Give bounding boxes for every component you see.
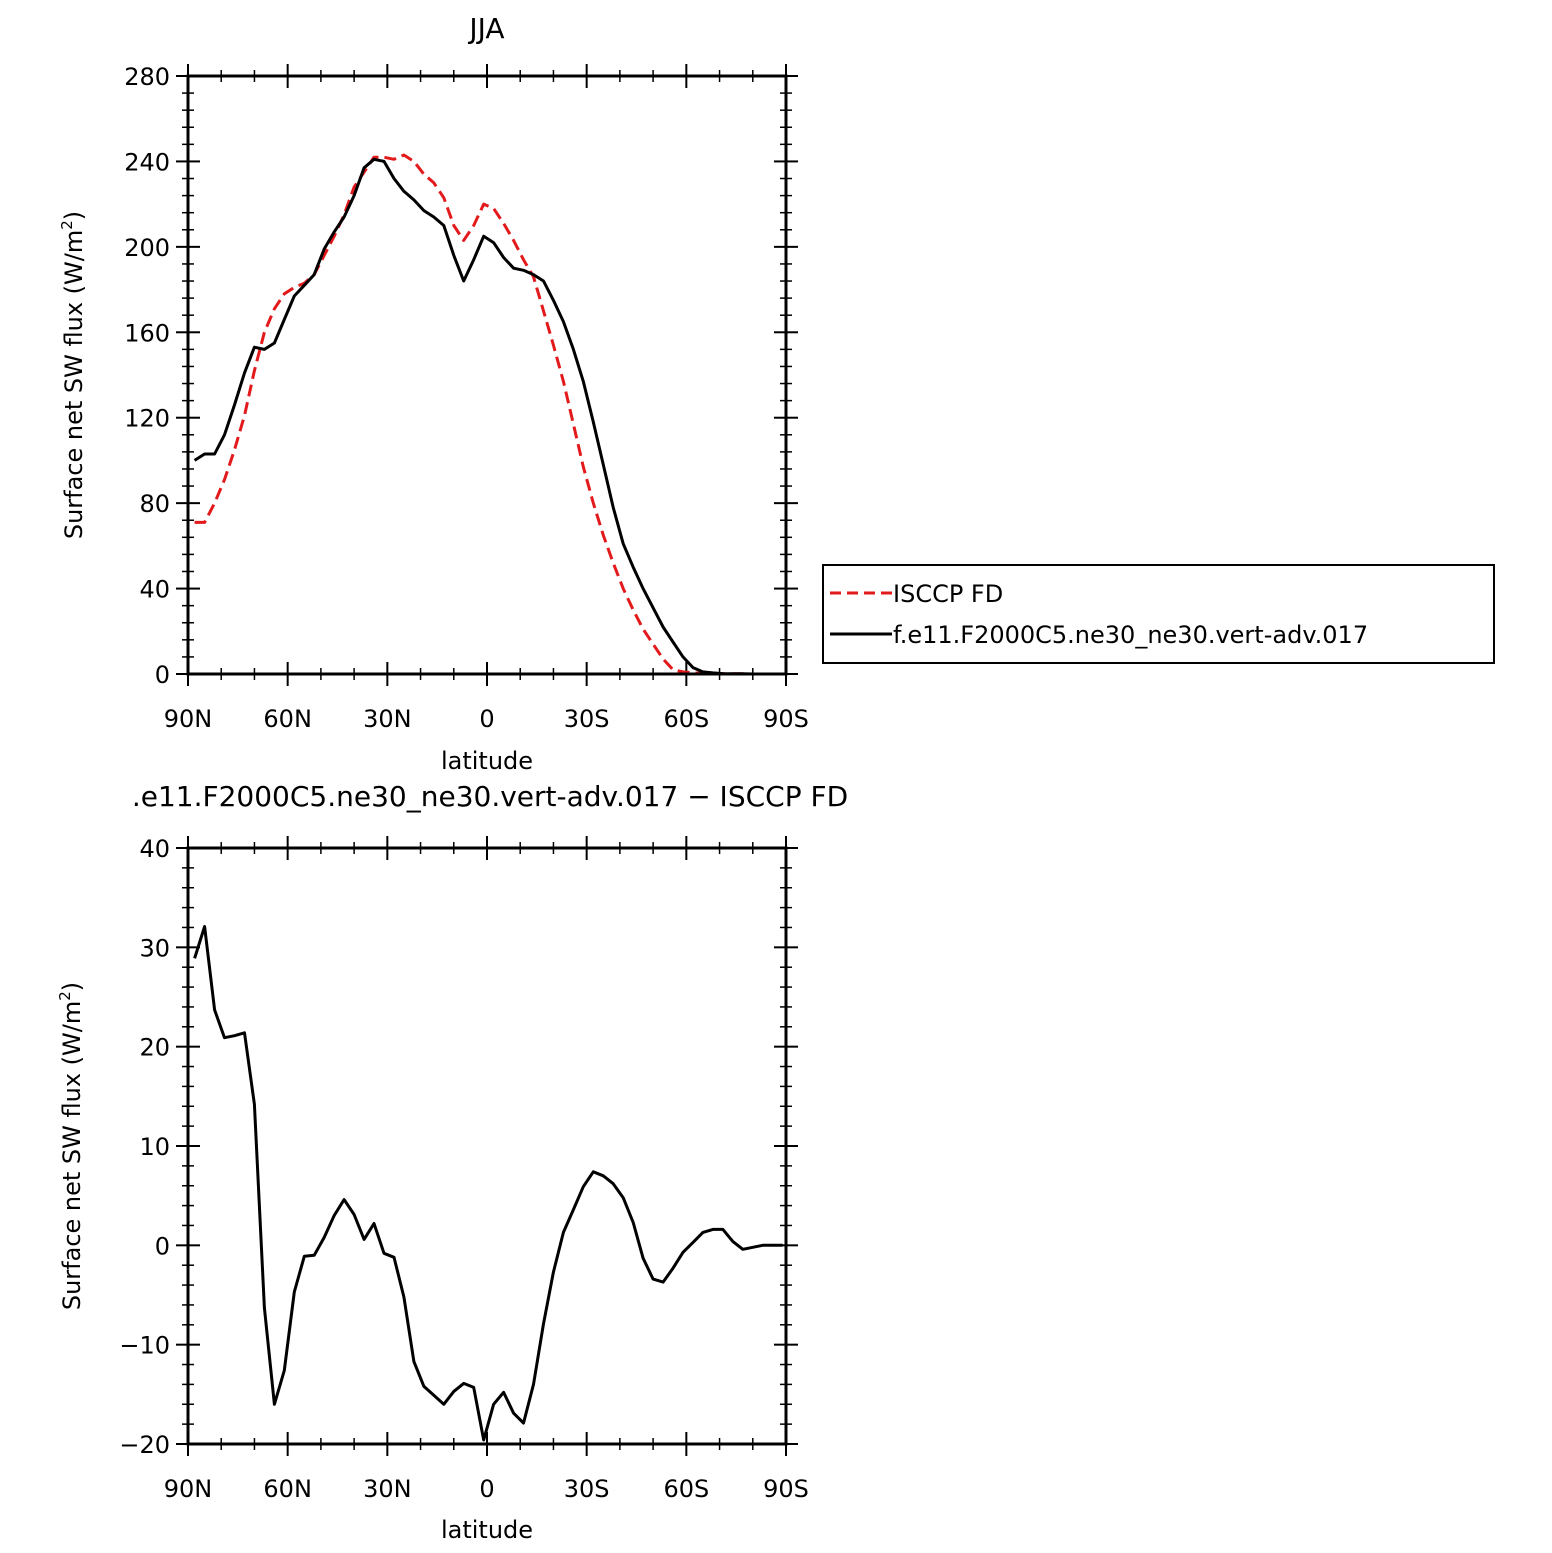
bottom-chart-xtick-label: 60N (263, 1475, 312, 1503)
bottom-chart-ytick-label: −10 (119, 1332, 170, 1360)
bottom-chart-series (193, 925, 783, 1442)
bottom-chart-ytick-label: 0 (155, 1232, 170, 1260)
bottom-chart-ylabel-main: Surface net SW flux (W/m (58, 1001, 86, 1310)
legend: ISCCP FD f.e11.F2000C5.ne30_ne30.vert-ad… (822, 564, 1495, 664)
top-chart-xtick-label: 60N (263, 705, 312, 733)
bottom-chart-ytick-label: −20 (119, 1431, 170, 1459)
top-chart-ylabel-sup: 2 (58, 220, 76, 230)
top-chart-ytick-label: 120 (124, 405, 170, 433)
bottom-chart-xtick-label: 60S (663, 1475, 709, 1503)
top-chart-xtick-label: 90S (763, 705, 809, 733)
bottom-chart-title: .e11.F2000C5.ne30_ne30.vert-adv.017 − IS… (132, 780, 848, 813)
top-chart-ylabel-end: ) (60, 211, 88, 220)
top-chart-xtick-label: 90N (164, 705, 213, 733)
top-chart-ticks: 0 40 80 120 160 200 240 280 90N 60N 30N 0 30S 60S 90S (124, 63, 809, 733)
top-chart-ytick-label: 240 (124, 148, 170, 176)
bottom-chart-xtick-label: 90N (164, 1475, 213, 1503)
top-chart-ytick-label: 160 (124, 319, 170, 347)
top-chart-series (193, 153, 783, 676)
bottom-chart-frame (186, 846, 788, 1446)
bottom-chart-ytick-label: 10 (139, 1133, 170, 1161)
bottom-chart: .e11.F2000C5.ne30_ne30.vert-adv.017 − IS… (56, 780, 848, 1544)
top-chart-ylabel: Surface net SW flux (W/m2) (58, 211, 88, 539)
bottom-chart-ytick-label: 20 (139, 1034, 170, 1062)
legend-label-model: f.e11.F2000C5.ne30_ne30.vert-adv.017 (893, 621, 1368, 649)
top-chart-series-model-line (193, 157, 783, 676)
top-chart-xlabel: latitude (441, 747, 533, 775)
bottom-chart-xtick-label: 30S (564, 1475, 610, 1503)
top-chart-ytick-label: 200 (124, 234, 170, 262)
top-chart-title: JJA (467, 12, 504, 45)
bottom-chart-ylabel-sup: 2 (56, 991, 74, 1001)
bottom-chart-ytick-label: 40 (139, 835, 170, 863)
top-chart: JJA Surface net SW flux (W/m2) latitude … (58, 12, 809, 775)
top-chart-xtick-label: 30S (564, 705, 610, 733)
legend-label-isccp: ISCCP FD (893, 580, 1003, 608)
bottom-chart-xtick-label: 90S (763, 1475, 809, 1503)
top-chart-ytick-label: 280 (124, 63, 170, 91)
top-chart-xtick-label: 30N (363, 705, 412, 733)
top-chart-xtick-label: 0 (479, 705, 494, 733)
bottom-chart-ylabel-end: ) (58, 982, 86, 991)
top-chart-ytick-label: 80 (139, 490, 170, 518)
bottom-chart-ytick-label: 30 (139, 934, 170, 962)
top-chart-ytick-label: 0 (155, 661, 170, 689)
bottom-chart-series-difference-line (193, 925, 783, 1442)
top-chart-xtick-label: 60S (663, 705, 709, 733)
bottom-chart-ticks: −20 −10 0 10 20 30 40 90N 60N 30N 0 30S 60S 90S (119, 835, 809, 1503)
top-chart-series-isccp-line (194, 153, 783, 676)
bottom-chart-xlabel: latitude (441, 1516, 533, 1544)
top-chart-ylabel-main: Surface net SW flux (W/m (60, 230, 88, 539)
bottom-chart-xtick-label: 0 (479, 1475, 494, 1503)
top-chart-ytick-label: 40 (139, 576, 170, 604)
bottom-chart-xtick-label: 30N (363, 1475, 412, 1503)
legend-box (822, 564, 1495, 664)
bottom-chart-ylabel: Surface net SW flux (W/m2) (56, 982, 86, 1310)
top-chart-frame (186, 74, 788, 676)
